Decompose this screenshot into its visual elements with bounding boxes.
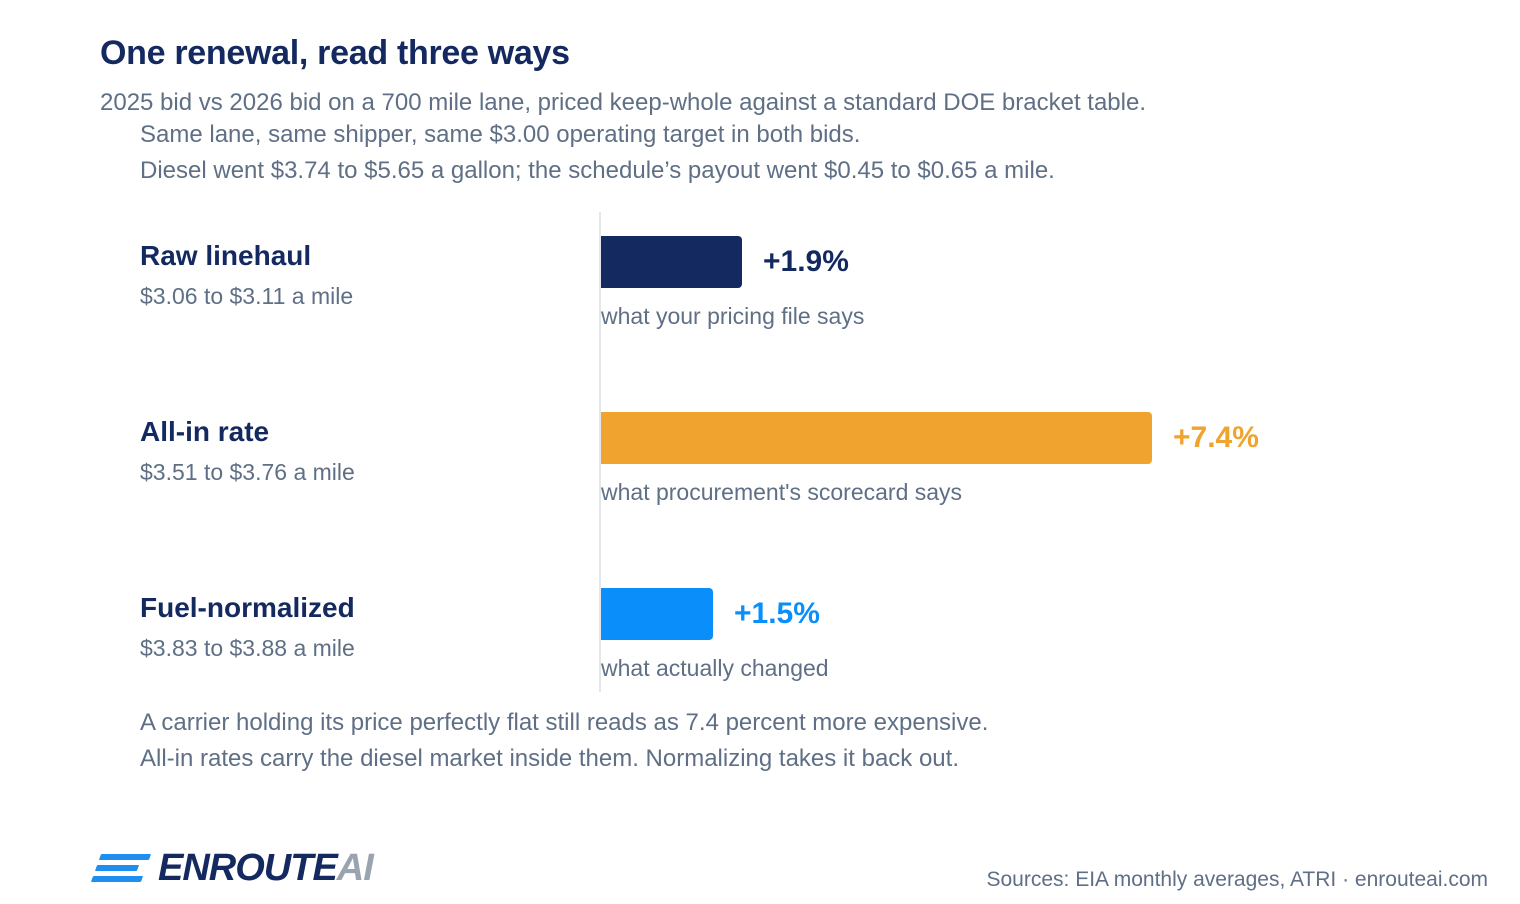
chart-baseline [599, 212, 601, 692]
subtitle-line-3: Diesel went $3.74 to $5.65 a gallon; the… [140, 157, 1055, 184]
bar [601, 588, 713, 640]
bar-note: what your pricing file says [601, 303, 865, 329]
bar [601, 412, 1152, 464]
category-label: Fuel-normalized [140, 592, 355, 623]
bar [601, 236, 742, 288]
bar-value-label: +7.4% [1173, 421, 1259, 454]
bar-note: what actually changed [601, 655, 829, 681]
category-label: Raw linehaul [140, 240, 312, 271]
logo-wordmark: ENROUTEAI [158, 847, 374, 889]
logo-text-ai: AI [336, 847, 374, 889]
category-label: All-in rate [140, 416, 270, 447]
takeaway-line-2: All-in rates carry the diesel market ins… [140, 745, 959, 772]
speed-lines-icon [90, 854, 152, 882]
bar-value-label: +1.5% [734, 597, 820, 630]
bar-note: what procurement's scorecard says [601, 479, 963, 505]
category-range: $3.06 to $3.11 a mile [140, 283, 354, 309]
category-range: $3.51 to $3.76 a mile [140, 459, 355, 485]
logo-text-enroute: ENROUTE [158, 847, 338, 889]
enroute-ai-logo: ENROUTEAI [90, 847, 374, 889]
category-range: $3.83 to $3.88 a mile [140, 635, 355, 661]
subtitle-line-2: Same lane, same shipper, same $3.00 oper… [140, 121, 861, 148]
takeaway-line-1: A carrier holding its price perfectly fl… [140, 709, 989, 736]
chart-title: One renewal, read three ways [100, 34, 570, 72]
sources-note: Sources: EIA monthly averages, ATRI · en… [986, 868, 1488, 891]
bar-value-label: +1.9% [763, 245, 849, 278]
subtitle-line-1: 2025 bid vs 2026 bid on a 700 mile lane,… [100, 89, 1146, 116]
